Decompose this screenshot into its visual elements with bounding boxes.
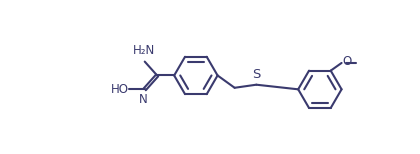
Text: H₂N: H₂N — [133, 44, 155, 57]
Text: S: S — [252, 68, 260, 81]
Text: O: O — [342, 55, 352, 68]
Text: N: N — [139, 93, 147, 106]
Text: HO: HO — [110, 83, 129, 96]
